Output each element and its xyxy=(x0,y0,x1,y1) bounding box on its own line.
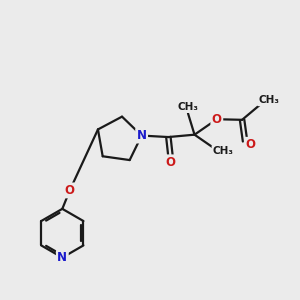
Text: CH₃: CH₃ xyxy=(213,146,234,156)
Text: N: N xyxy=(57,251,67,264)
Text: O: O xyxy=(166,156,176,169)
Text: CH₃: CH₃ xyxy=(178,102,199,112)
Text: N: N xyxy=(136,129,147,142)
Text: O: O xyxy=(245,138,255,151)
Text: O: O xyxy=(212,113,222,126)
Text: CH₃: CH₃ xyxy=(258,95,279,105)
Text: O: O xyxy=(65,184,75,197)
